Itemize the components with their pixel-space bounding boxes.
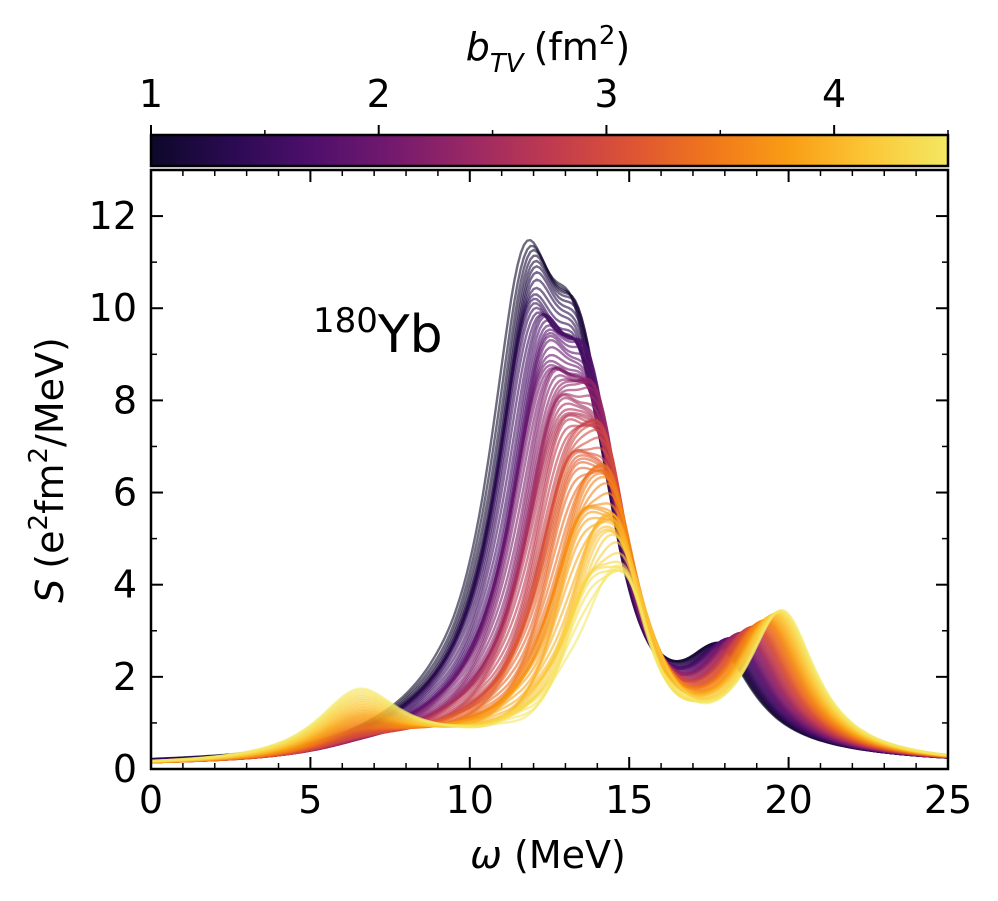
y-tick-label: 6	[113, 471, 137, 515]
plot-area: 0 5 10 15 20 25 0 2 4 6 8 10 12	[89, 168, 972, 822]
colorbar-tick-label: 1	[139, 72, 163, 116]
plot-frame	[149, 168, 950, 771]
colorbar-bar	[149, 133, 950, 168]
x-tick-label: 15	[605, 778, 653, 822]
x-tick-label: 10	[446, 778, 494, 822]
colorbar: 1 2 3 4	[139, 72, 950, 168]
y-axis-label: S(e2fm2/MeV)	[24, 337, 72, 603]
y-tick-label: 4	[113, 563, 137, 607]
x-tick-label: 25	[924, 778, 972, 822]
colorbar-ticks: 1 2 3 4	[139, 72, 949, 135]
y-axis-ticks: 0 2 4 6 8 10 12	[89, 169, 948, 791]
colorbar-tick-label: 4	[822, 72, 846, 116]
x-axis-label: ω (MeV)	[470, 833, 626, 877]
x-tick-label: 5	[298, 778, 322, 822]
curves	[151, 238, 948, 764]
y-tick-label: 8	[113, 378, 137, 422]
strength-curve	[151, 564, 948, 762]
colorbar-tick-label: 2	[367, 72, 391, 116]
nucleus-annotation: 180Yb	[313, 301, 443, 365]
colorbar-tick-label: 3	[594, 72, 618, 116]
colorbar-label: bTV (fm2)	[466, 21, 630, 79]
x-tick-label: 20	[764, 778, 812, 822]
y-tick-label: 12	[89, 194, 137, 238]
x-axis-ticks: 0 5 10 15 20 25	[139, 170, 972, 822]
y-tick-label: 2	[113, 655, 137, 699]
y-tick-label: 10	[89, 286, 137, 330]
x-tick-label: 0	[139, 778, 163, 822]
y-tick-label: 0	[113, 747, 137, 791]
